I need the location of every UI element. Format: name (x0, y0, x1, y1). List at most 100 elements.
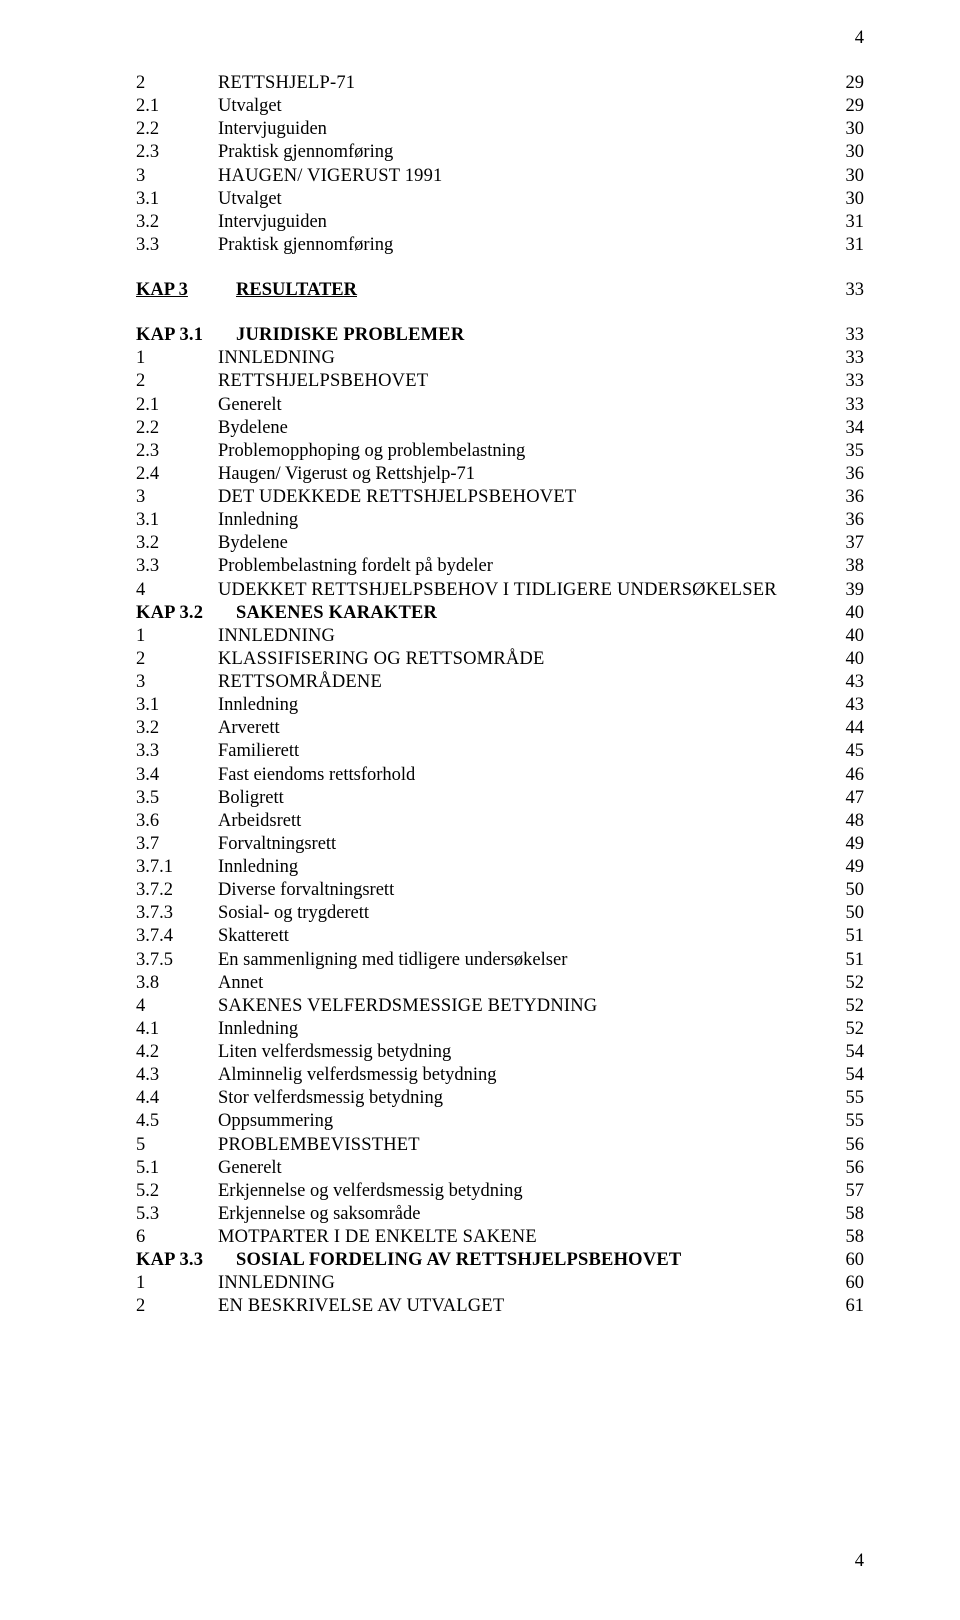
toc-row: KAP 3.3SOSIAL FORDELING AV RETTSHJELPSBE… (136, 1249, 864, 1272)
toc-entry-page: 58 (832, 1203, 864, 1226)
toc-row: 3.6Arbeidsrett48 (136, 810, 864, 833)
toc-row: 3HAUGEN/ VIGERUST 199130 (136, 165, 864, 188)
toc-entry-page: 33 (832, 279, 864, 302)
toc-entry-page: 33 (832, 394, 864, 417)
toc-entry-title: Innledning (218, 856, 832, 879)
toc-entry-title: En sammenligning med tidligere undersøke… (218, 949, 832, 972)
toc-entry-title: DET UDEKKEDE RETTSHJELPSBEHOVET (218, 486, 832, 509)
toc-row: 3.7.3Sosial- og trygderett50 (136, 902, 864, 925)
toc-entry-number: 3 (136, 486, 218, 509)
toc-entry-page: 52 (832, 1018, 864, 1041)
toc-entry-title: Innledning (218, 694, 832, 717)
toc-row: 1INNLEDNING33 (136, 347, 864, 370)
toc-row: 3.7.4Skatterett51 (136, 925, 864, 948)
toc-entry-number: 4.5 (136, 1110, 218, 1133)
toc-entry-number: 2.2 (136, 417, 218, 440)
toc-row: 3.8Annet52 (136, 972, 864, 995)
toc-entry-title: Sosial- og trygderett (218, 902, 832, 925)
document-page: 4 2RETTSHJELP-71292.1Utvalget292.2Interv… (0, 0, 960, 1620)
toc-entry-number: 3.2 (136, 211, 218, 234)
toc-entry-page: 60 (832, 1272, 864, 1295)
toc-entry-number: 2 (136, 648, 218, 671)
toc-entry-title: Bydelene (218, 532, 832, 555)
toc-entry-page: 46 (832, 764, 864, 787)
toc-entry-page: 51 (832, 949, 864, 972)
toc-row: 3.3Problembelastning fordelt på bydeler3… (136, 555, 864, 578)
toc-entry-title: Skatterett (218, 925, 832, 948)
toc-entry-number: 5.2 (136, 1180, 218, 1203)
toc-entry-page: 54 (832, 1064, 864, 1087)
toc-entry-number: 3.2 (136, 717, 218, 740)
toc-entry-page: 30 (832, 188, 864, 211)
toc-entry-title: RETTSOMRÅDENE (218, 671, 832, 694)
toc-row: 3RETTSOMRÅDENE43 (136, 671, 864, 694)
toc-entry-number: 3.5 (136, 787, 218, 810)
toc-entry-number: KAP 3.2 (136, 602, 236, 625)
toc-entry-page: 49 (832, 833, 864, 856)
toc-entry-page: 40 (832, 648, 864, 671)
toc-entry-page: 29 (832, 95, 864, 118)
toc-entry-number: 3.3 (136, 555, 218, 578)
toc-entry-number: 5.1 (136, 1157, 218, 1180)
toc-entry-page: 33 (832, 324, 864, 347)
toc-entry-title: Erkjennelse og saksområde (218, 1203, 832, 1226)
toc-entry-page: 52 (832, 972, 864, 995)
toc-entry-page: 45 (832, 740, 864, 763)
toc-entry-title: PROBLEMBEVISSTHET (218, 1134, 832, 1157)
toc-entry-page: 56 (832, 1134, 864, 1157)
toc-entry-page: 38 (832, 555, 864, 578)
toc-entry-number: 3 (136, 671, 218, 694)
toc-entry-number: 1 (136, 347, 218, 370)
toc-entry-page: 44 (832, 717, 864, 740)
toc-entry-number: 4.4 (136, 1087, 218, 1110)
toc-entry-title: Alminnelig velferdsmessig betydning (218, 1064, 832, 1087)
toc-entry-page: 51 (832, 925, 864, 948)
toc-entry-number: 3.8 (136, 972, 218, 995)
toc-entry-title: Diverse forvaltningsrett (218, 879, 832, 902)
toc-entry-page: 60 (832, 1249, 864, 1272)
toc-entry-number: 4.1 (136, 1018, 218, 1041)
toc-entry-number: 2.4 (136, 463, 218, 486)
toc-entry-page: 43 (832, 694, 864, 717)
toc-row: 5.3Erkjennelse og saksområde58 (136, 1203, 864, 1226)
toc-entry-page: 36 (832, 509, 864, 532)
toc-entry-title: Forvaltningsrett (218, 833, 832, 856)
toc-entry-title: Familierett (218, 740, 832, 763)
toc-row: 4.2Liten velferdsmessig betydning54 (136, 1041, 864, 1064)
toc-entry-page: 36 (832, 463, 864, 486)
toc-entry-number: 4 (136, 579, 218, 602)
toc-entry-number: 3.7.2 (136, 879, 218, 902)
toc-row: 3.2Bydelene37 (136, 532, 864, 555)
toc-entry-number: 3.7.4 (136, 925, 218, 948)
toc-entry-page: 36 (832, 486, 864, 509)
toc-entry-number: 2 (136, 370, 218, 393)
toc-row: 2.1Generelt33 (136, 394, 864, 417)
toc-entry-page: 50 (832, 879, 864, 902)
toc-entry-title: Praktisk gjennomføring (218, 234, 832, 257)
table-of-contents: 2RETTSHJELP-71292.1Utvalget292.2Intervju… (136, 72, 864, 1319)
toc-row: 2RETTSHJELPSBEHOVET33 (136, 370, 864, 393)
toc-entry-number: KAP 3 (136, 279, 236, 302)
toc-row: KAP 3.2SAKENES KARAKTER40 (136, 602, 864, 625)
toc-entry-number: 2 (136, 1295, 218, 1318)
toc-row: 5.2Erkjennelse og velferdsmessig betydni… (136, 1180, 864, 1203)
toc-row: 4UDEKKET RETTSHJELPSBEHOV I TIDLIGERE UN… (136, 579, 864, 602)
toc-row: KAP 3.1JURIDISKE PROBLEMER33 (136, 324, 864, 347)
toc-entry-page: 29 (832, 72, 864, 95)
toc-entry-number: 2.1 (136, 95, 218, 118)
toc-entry-title: Problembelastning fordelt på bydeler (218, 555, 832, 578)
toc-entry-number: 3.7.1 (136, 856, 218, 879)
toc-row: 3.1Innledning43 (136, 694, 864, 717)
toc-entry-title: RESULTATER (236, 279, 832, 302)
toc-row: 1INNLEDNING40 (136, 625, 864, 648)
toc-entry-page: 55 (832, 1110, 864, 1133)
toc-row: 2EN BESKRIVELSE AV UTVALGET61 (136, 1295, 864, 1318)
toc-entry-number: 2.3 (136, 440, 218, 463)
toc-spacer (136, 302, 864, 324)
toc-entry-number: 6 (136, 1226, 218, 1249)
toc-entry-page: 54 (832, 1041, 864, 1064)
toc-entry-number: 1 (136, 625, 218, 648)
toc-row: 3.5Boligrett47 (136, 787, 864, 810)
toc-entry-title: Innledning (218, 1018, 832, 1041)
toc-entry-page: 37 (832, 532, 864, 555)
